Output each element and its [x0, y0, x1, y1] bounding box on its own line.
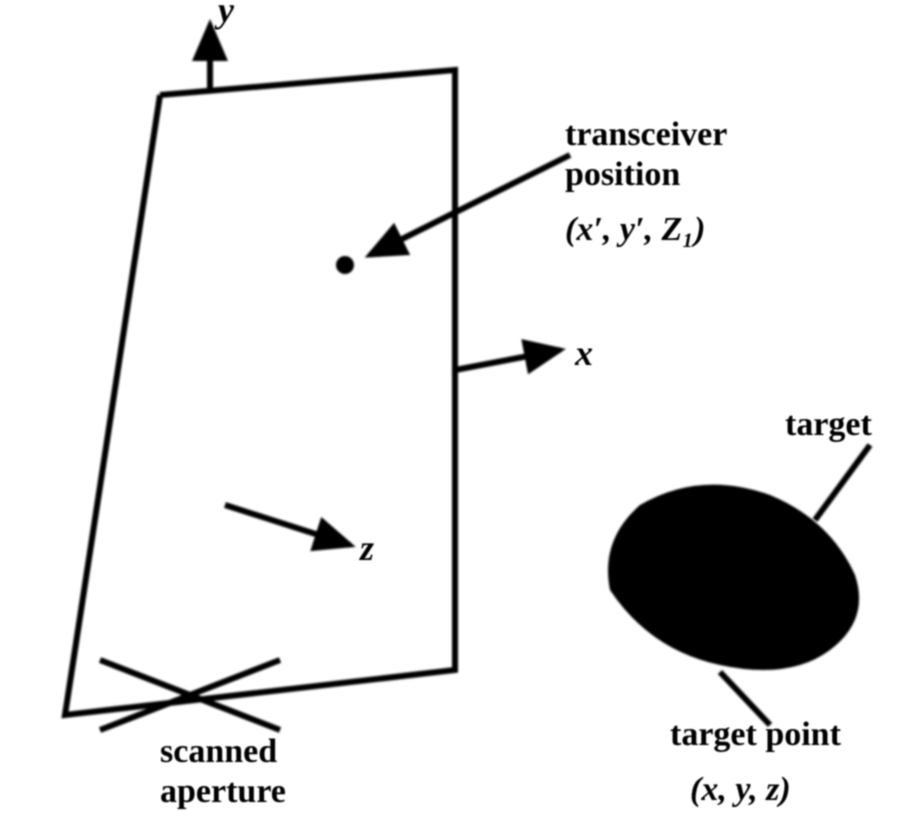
target-coords-label: (x, y, z) [690, 771, 791, 808]
z-axis-label: z [358, 528, 374, 568]
y-axis-label: y [214, 0, 235, 30]
transceiver-label-line2: position [565, 156, 680, 193]
x-axis-arrow [455, 350, 560, 370]
transceiver-coords-label: (x′, y′, Z₁) [565, 211, 705, 248]
diagram-canvas: y x z transceiver position (x′, y′, Z₁) … [0, 0, 903, 820]
aperture-label-line1: scanned [160, 733, 277, 770]
target-leader-top [815, 445, 870, 520]
target-point-label: target point [670, 716, 842, 753]
transceiver-leader [370, 155, 570, 255]
transceiver-label-line1: transceiver [565, 116, 727, 153]
transceiver-dot [336, 256, 354, 274]
x-axis-label: x [574, 333, 593, 373]
z-axis-arrow [225, 505, 350, 545]
target-label: target [785, 406, 873, 443]
aperture-label-line2: aperture [160, 773, 286, 810]
scanned-aperture-rect [65, 70, 455, 715]
